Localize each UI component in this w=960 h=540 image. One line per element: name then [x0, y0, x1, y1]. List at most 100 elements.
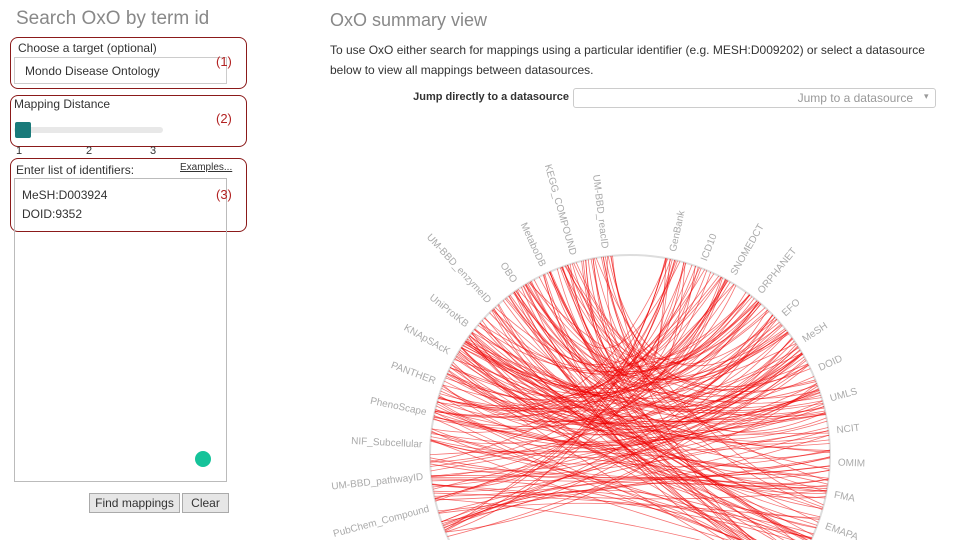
datasource-label: UMLS: [829, 386, 859, 404]
chord: [494, 270, 708, 368]
grammarly-icon[interactable]: [195, 451, 211, 467]
chord: [434, 411, 813, 538]
clear-button[interactable]: Clear: [182, 493, 229, 513]
chord: [560, 267, 762, 364]
chord: [530, 280, 788, 385]
target-select[interactable]: Mondo Disease Ontology: [14, 57, 227, 84]
datasource-label: EMAPA: [824, 521, 860, 540]
chord: [430, 383, 818, 465]
chord: [433, 314, 773, 427]
chord: [434, 429, 829, 497]
slider-handle[interactable]: [15, 122, 31, 138]
identifiers-textarea[interactable]: [14, 178, 227, 482]
datasource-label: NIF_Subcellular: [351, 436, 423, 451]
datasource-label: FMA: [833, 490, 856, 505]
jump-label: Jump directly to a datasource: [413, 91, 569, 103]
chord: [562, 266, 829, 484]
distance-tick: 2: [86, 145, 93, 157]
chord: [464, 341, 777, 540]
chord: [443, 489, 796, 540]
datasource-label: ORPHANET: [756, 246, 799, 296]
chord: [433, 419, 829, 479]
chord: [430, 280, 728, 454]
target-label: Choose a target (optional): [18, 41, 157, 55]
datasource-label: UM-BBD_pathwayID: [331, 472, 424, 493]
chord: [571, 263, 818, 402]
distance-tick: 3: [150, 145, 157, 157]
chord: [481, 301, 759, 412]
chord: [479, 310, 770, 394]
chord: [432, 260, 678, 488]
chord: [585, 259, 729, 377]
datasource-label: KNApSAcK: [402, 323, 452, 358]
annotation-box: [10, 37, 247, 89]
chord: [447, 358, 806, 537]
chord: [474, 329, 825, 420]
datasource-label: PANTHER: [389, 360, 437, 387]
chord: [445, 337, 793, 533]
datasource-label: OBO: [497, 261, 519, 286]
chord: [549, 261, 681, 349]
chord: [431, 478, 828, 489]
chord: [492, 259, 673, 397]
find-button[interactable]: Find mappings: [89, 493, 180, 513]
chord: [469, 335, 795, 425]
chord: [431, 470, 742, 540]
chord: [600, 256, 826, 433]
chord: [533, 279, 799, 408]
summary-description: To use OxO either search for mappings us…: [330, 43, 925, 77]
chord: [434, 262, 685, 499]
slider-track[interactable]: [14, 127, 163, 133]
dropdown-arrow: ▾: [924, 91, 929, 101]
distance-tick: 1: [16, 145, 23, 157]
annotation: (1): [216, 54, 232, 69]
chord: [441, 316, 776, 522]
chord: [429, 450, 828, 485]
datasource-label: DOID: [817, 353, 844, 373]
datasource-label: UM-BBD_reacID: [590, 174, 610, 249]
chord: [464, 296, 753, 395]
chord: [431, 430, 831, 478]
chord: [438, 349, 801, 513]
chord: [433, 353, 803, 492]
datasource-label: MeSH: [801, 321, 830, 346]
chord: [454, 353, 803, 427]
chord: [548, 271, 826, 499]
datasource-label: EFO: [780, 297, 803, 319]
chord: [466, 338, 814, 536]
chord: [431, 400, 823, 459]
chord: [435, 456, 831, 501]
chord: [454, 359, 794, 540]
chord: [460, 347, 820, 519]
chord: [489, 301, 760, 376]
datasource-label: NCIT: [836, 423, 860, 437]
datasource-label: MetaboDB: [518, 221, 548, 269]
chord: [528, 282, 820, 399]
distance-label: Mapping Distance: [14, 97, 111, 111]
examples-link[interactable]: Examples...: [180, 162, 233, 173]
chord: [435, 405, 742, 540]
chord: [444, 491, 736, 540]
summary-title: OxO summary view: [330, 10, 488, 30]
datasource-label: UniProtKB: [427, 292, 471, 330]
identifiers-label: Enter list of identifiers:: [16, 163, 135, 177]
identifier: MeSH:D003924: [22, 188, 108, 202]
search-title: Search OxO by term id: [16, 8, 210, 29]
chord: [469, 335, 818, 526]
jump-select[interactable]: Jump to a datasource: [573, 88, 936, 108]
chord: [461, 347, 754, 540]
chord: [498, 304, 820, 423]
chord: [443, 380, 827, 491]
annotation-box: [10, 95, 247, 147]
chord: [430, 432, 829, 472]
chord: [523, 285, 827, 492]
chord: [471, 264, 693, 408]
chord: [437, 338, 794, 446]
chord: [449, 367, 817, 528]
annotation: (3): [216, 187, 232, 202]
datasource-label: KEGG_COMPOUND: [542, 163, 578, 256]
chord: [444, 266, 699, 531]
chord: [492, 309, 809, 540]
